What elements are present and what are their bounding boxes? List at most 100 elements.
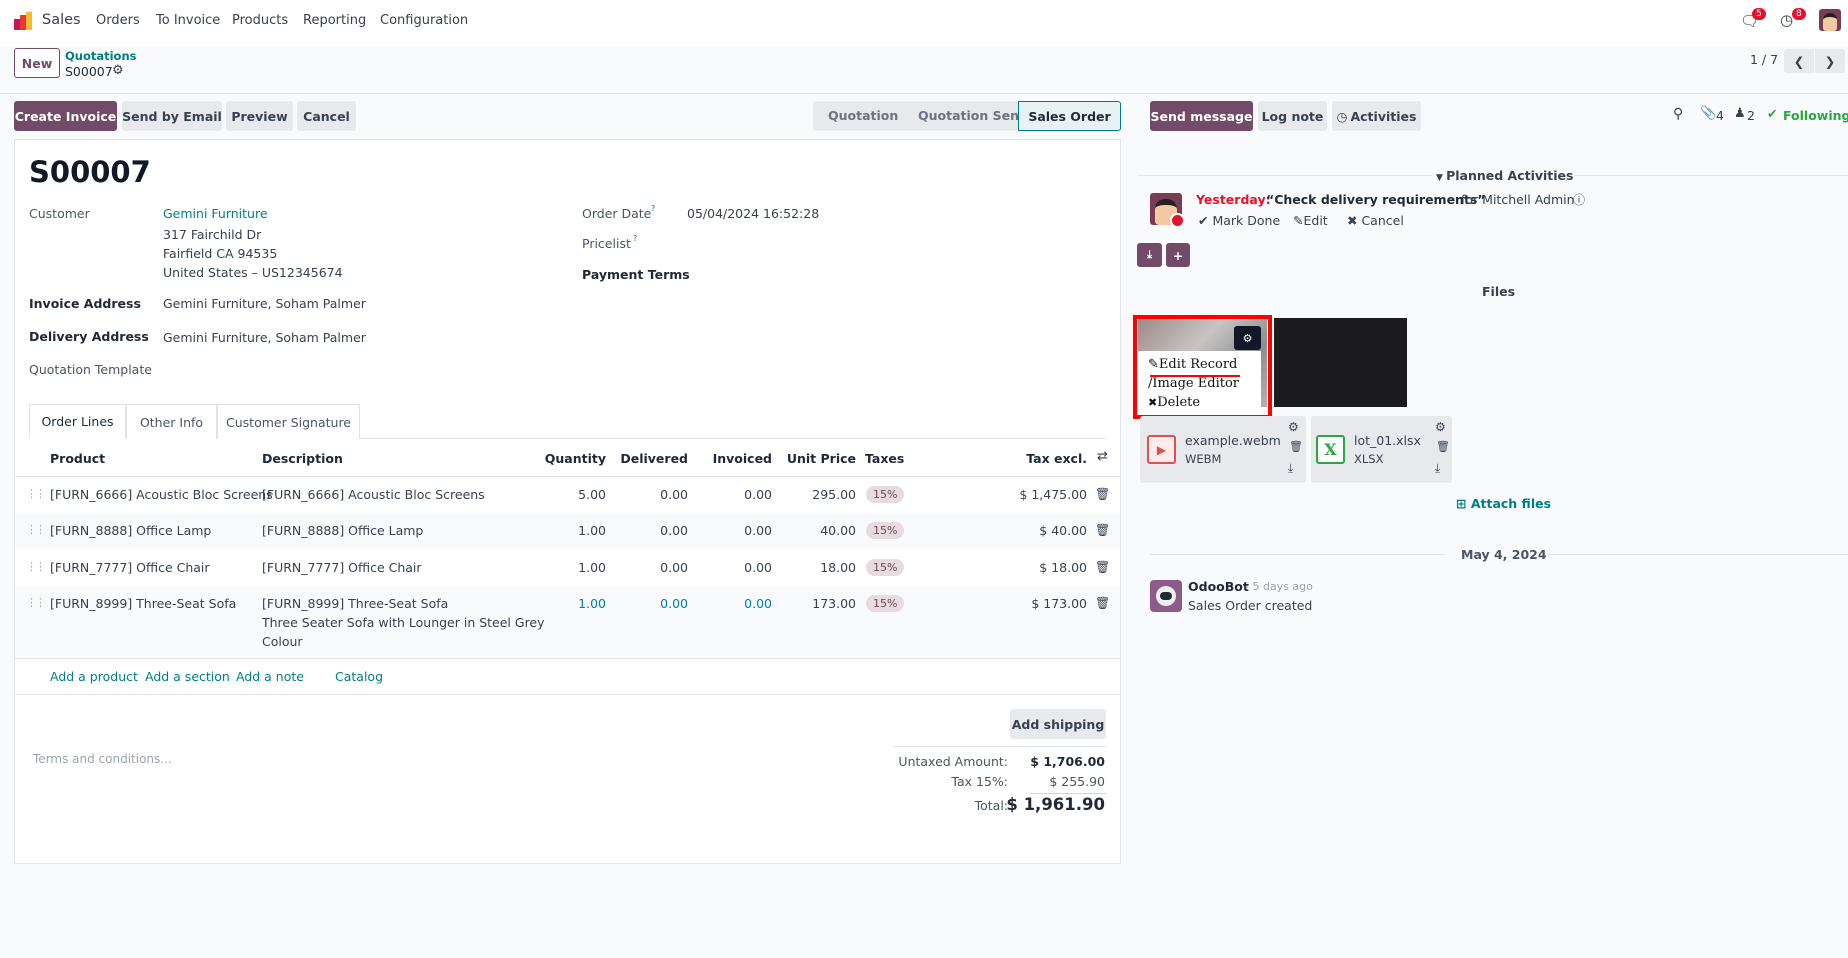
message-author[interactable]: OdooBot [1188, 579, 1249, 594]
description-cell[interactable]: Three Seater Sofa with Lounger in Steel … [262, 615, 545, 630]
tax-badge[interactable]: 15% [866, 486, 905, 503]
user-avatar[interactable] [1819, 9, 1841, 31]
tab-other-info[interactable]: Other Info [126, 404, 217, 439]
column-header-delivered[interactable]: Delivered [620, 451, 688, 466]
file-card-xlsx[interactable]: X lot_01.xlsx XLSX ⚙ 🗑 ⤓ [1311, 416, 1452, 483]
trash-icon[interactable]: 🗑 [1436, 440, 1450, 453]
tax-badge[interactable]: 15% [866, 522, 905, 539]
column-header-tax-excl[interactable]: Tax excl. [1026, 451, 1087, 466]
following-button[interactable]: Following [1783, 108, 1848, 123]
description-cell[interactable]: [FURN_6666] Acoustic Bloc Screens [262, 487, 485, 502]
drag-handle-icon[interactable]: ⋮⋮ [26, 560, 46, 573]
invoiced-cell[interactable]: 0.00 [744, 596, 772, 611]
add-attachment-button[interactable]: + [1166, 243, 1190, 267]
delivery-address-field[interactable]: Gemini Furniture, Soham Palmer [163, 330, 366, 345]
pricelist-help[interactable]: ? [633, 234, 638, 243]
optional-columns-icon[interactable]: ⇄ [1097, 449, 1108, 464]
column-header-unit-price[interactable]: Unit Price [786, 451, 856, 466]
order-date-help[interactable]: ? [651, 204, 656, 213]
delivered-cell[interactable]: 0.00 [660, 523, 688, 538]
menu-delete[interactable]: ✖Delete [1148, 395, 1200, 410]
unit-price-cell[interactable]: 40.00 [820, 523, 856, 538]
product-cell[interactable]: [FURN_8888] Office Lamp [50, 523, 212, 538]
menu-orders[interactable]: Orders [96, 13, 140, 28]
add-note-link[interactable]: Add a note [236, 669, 304, 684]
order-date-field[interactable]: 05/04/2024 16:52:28 [687, 206, 820, 221]
table-row[interactable] [15, 476, 1120, 513]
add-shipping-button[interactable]: Add shipping [1010, 709, 1106, 739]
file-card-webm[interactable]: ▶ example.webm WEBM ⚙ 🗑 ⤓ [1140, 416, 1306, 483]
menu-to-invoice[interactable]: To Invoice [156, 13, 221, 28]
image-attachment-dark[interactable] [1274, 318, 1407, 407]
create-invoice-button[interactable]: Create Invoice [14, 101, 117, 131]
menu-configuration[interactable]: Configuration [380, 13, 469, 28]
quantity-cell[interactable]: 1.00 [578, 560, 606, 575]
send-message-button[interactable]: Send message [1150, 101, 1253, 131]
attach-files-button[interactable]: ⊞ Attach files [1456, 496, 1551, 511]
column-header-taxes[interactable]: Taxes [865, 451, 905, 466]
product-cell[interactable]: [FURN_6666] Acoustic Bloc Screens [50, 487, 273, 502]
column-header-description[interactable]: Description [262, 451, 343, 466]
log-note-button[interactable]: Log note [1258, 101, 1327, 131]
trash-icon[interactable]: 🗑 [1289, 440, 1303, 453]
drag-handle-icon[interactable]: ⋮⋮ [26, 596, 46, 609]
pager-next-button[interactable]: ❯ [1815, 49, 1845, 73]
gear-icon[interactable]: ⚙ [1435, 420, 1446, 434]
mark-done-button[interactable]: ✔ Mark Done [1198, 213, 1280, 228]
search-icon[interactable]: ⚲ [1673, 106, 1684, 122]
column-header-invoiced[interactable]: Invoiced [712, 451, 772, 466]
table-row[interactable] [15, 586, 1120, 658]
app-name[interactable]: Sales [42, 12, 81, 28]
description-cell[interactable]: [FURN_8999] Three-Seat Sofa [262, 596, 449, 611]
gear-icon[interactable]: ⚙ [1288, 420, 1299, 434]
table-row[interactable] [15, 513, 1120, 549]
gear-icon[interactable]: ⚙ [112, 63, 124, 78]
menu-reporting[interactable]: Reporting [303, 13, 367, 28]
trash-icon[interactable]: 🗑 [1095, 596, 1111, 610]
add-product-link[interactable]: Add a product [50, 669, 138, 684]
preview-button[interactable]: Preview [226, 101, 293, 131]
drag-handle-icon[interactable]: ⋮⋮ [26, 523, 46, 536]
unit-price-cell[interactable]: 295.00 [812, 487, 856, 502]
catalog-link[interactable]: Catalog [335, 669, 384, 684]
status-quotation-sent[interactable]: Quotation Sent [918, 108, 1025, 123]
unit-price-cell[interactable]: 173.00 [812, 596, 856, 611]
column-header-product[interactable]: Product [50, 451, 106, 466]
trash-icon[interactable]: 🗑 [1095, 487, 1111, 501]
quantity-cell[interactable]: 1.00 [578, 596, 606, 611]
product-cell[interactable]: [FURN_7777] Office Chair [50, 560, 210, 575]
followers-icon[interactable]: ♟ [1734, 106, 1746, 121]
new-button[interactable]: New [14, 48, 60, 78]
quantity-cell[interactable]: 1.00 [578, 523, 606, 538]
column-header-quantity[interactable]: Quantity [544, 451, 606, 466]
breadcrumb-parent[interactable]: Quotations [65, 49, 137, 63]
planned-activities-toggle[interactable]: ▼ Planned Activities [1436, 168, 1573, 183]
followers-count[interactable]: 2 [1747, 108, 1755, 123]
delivered-cell[interactable]: 0.00 [660, 560, 688, 575]
trash-icon[interactable]: 🗑 [1095, 560, 1111, 574]
image-options-button[interactable]: ⚙ [1234, 326, 1261, 350]
menu-products[interactable]: Products [232, 13, 289, 28]
drag-handle-icon[interactable]: ⋮⋮ [26, 487, 46, 500]
download-all-button[interactable]: ⤓ [1137, 243, 1162, 267]
description-cell[interactable]: [FURN_8888] Office Lamp [262, 523, 424, 538]
download-icon[interactable]: ⤓ [1435, 461, 1441, 475]
cancel-activity-button[interactable]: ✖ Cancel [1347, 213, 1404, 228]
attachments-count[interactable]: 4 [1716, 108, 1724, 123]
product-cell[interactable]: [FURN_8999] Three-Seat Sofa [50, 596, 237, 611]
description-cell[interactable]: Colour [262, 634, 303, 649]
table-row[interactable] [15, 549, 1120, 586]
customer-link[interactable]: Gemini Furniture [163, 206, 268, 221]
activities-button[interactable]: ◷ Activities [1332, 101, 1421, 131]
invoiced-cell[interactable]: 0.00 [744, 487, 772, 502]
menu-image-editor[interactable]: ∕Image Editor [1148, 376, 1239, 391]
tab-order-lines[interactable]: Order Lines [29, 404, 126, 439]
tax-badge[interactable]: 15% [866, 559, 905, 576]
send-by-email-button[interactable]: Send by Email [122, 101, 222, 131]
invoiced-cell[interactable]: 0.00 [744, 523, 772, 538]
sales-app-icon[interactable] [14, 12, 32, 30]
tab-customer-signature[interactable]: Customer Signature [217, 404, 360, 439]
paperclip-icon[interactable]: 📎 [1700, 106, 1717, 121]
unit-price-cell[interactable]: 18.00 [820, 560, 856, 575]
quantity-cell[interactable]: 5.00 [578, 487, 606, 502]
